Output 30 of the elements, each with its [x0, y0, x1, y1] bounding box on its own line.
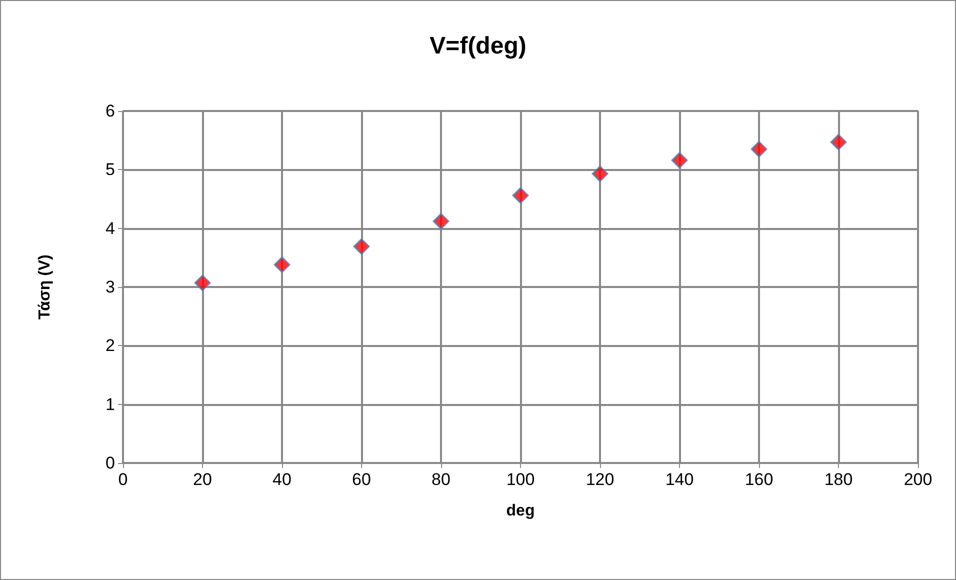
x-tick-label: 80 [432, 470, 450, 489]
y-tick-label: 4 [106, 218, 115, 238]
point [750, 140, 768, 158]
point [353, 238, 370, 255]
x-tick-label: 120 [586, 470, 614, 489]
x-tick-label: 60 [352, 470, 371, 489]
y-tick-label: 0 [106, 454, 115, 472]
y-tick-label: 1 [106, 394, 115, 414]
x-tick-label: 180 [824, 470, 853, 489]
point [274, 256, 290, 273]
x-tick-label: 100 [506, 470, 535, 489]
point [830, 134, 847, 150]
point [432, 213, 450, 230]
x-axis-title: deg [506, 502, 535, 520]
y-tick-label: 2 [106, 336, 115, 356]
chart-title: V=f(deg) [430, 32, 526, 60]
y-tick-label: 3 [106, 278, 115, 296]
x-tick-label: 0 [118, 470, 128, 489]
x-tick-label: 20 [193, 470, 212, 489]
y-tick-label: 5 [106, 160, 115, 180]
y-axis-title: Τάση (V) [36, 254, 54, 320]
x-tick-label: 160 [744, 470, 774, 489]
point [512, 187, 529, 204]
point [592, 166, 608, 182]
x-tick-label: 140 [665, 470, 694, 489]
x-tick-label: 40 [272, 470, 292, 489]
x-tick-label: 200 [904, 470, 932, 489]
point [671, 152, 688, 169]
y-tick-label: 6 [106, 102, 115, 120]
point [194, 274, 211, 292]
